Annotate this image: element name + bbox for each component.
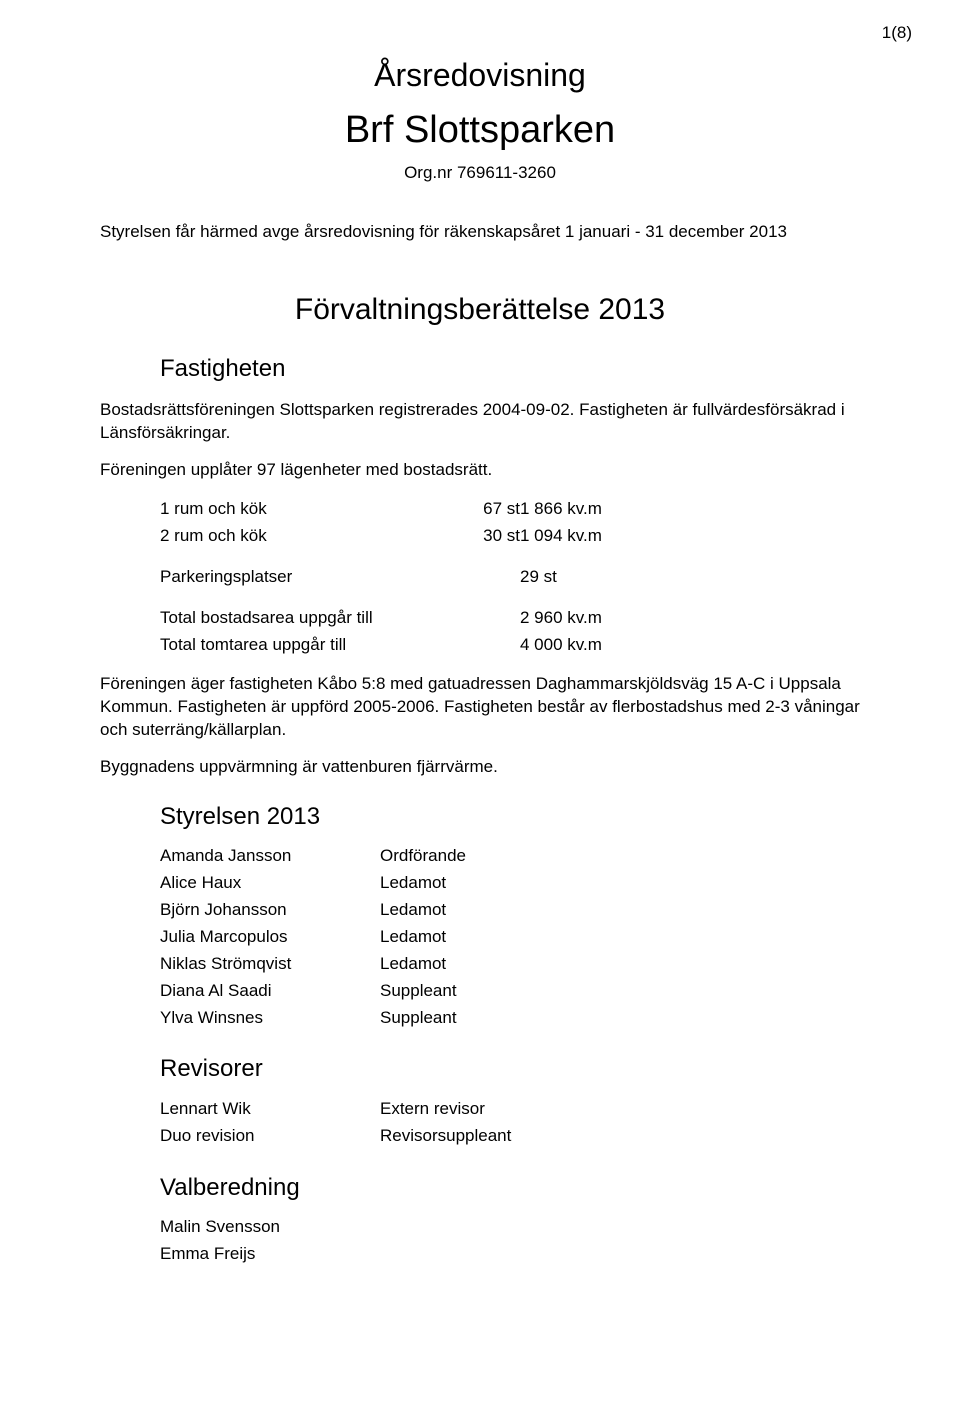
fastigheten-p4: Byggnadens uppvärmning är vattenburen fj… <box>100 756 860 779</box>
member-name: Niklas Strömqvist <box>160 951 380 978</box>
table-valberedning: Malin Svensson Emma Freijs <box>160 1214 600 1268</box>
table-revisorer: Lennart Wik Extern revisor Duo revision … <box>160 1096 600 1150</box>
member-role <box>380 1241 600 1268</box>
total-val: 2 960 kv.m <box>520 605 640 632</box>
member-name: Julia Marcopulos <box>160 924 380 951</box>
org-number: Org.nr 769611-3260 <box>100 162 860 185</box>
table-row: Total bostadsarea uppgår till 2 960 kv.m <box>160 605 640 632</box>
member-role: Suppleant <box>380 978 600 1005</box>
table-styrelsen: Amanda Jansson Ordförande Alice Haux Led… <box>160 843 600 1032</box>
room-qty: 67 st <box>440 496 520 523</box>
table-apartment-summary: 1 rum och kök 67 st 1 866 kv.m 2 rum och… <box>160 496 640 659</box>
member-role: Ledamot <box>380 870 600 897</box>
table-row: Total tomtarea uppgår till 4 000 kv.m <box>160 632 640 659</box>
total-val: 4 000 kv.m <box>520 632 640 659</box>
room-label: 2 rum och kök <box>160 523 440 550</box>
total-label: Total bostadsarea uppgår till <box>160 605 440 632</box>
table-row: Ylva Winsnes Suppleant <box>160 1005 600 1032</box>
member-name: Malin Svensson <box>160 1214 380 1241</box>
title-line2: Brf Slottsparken <box>100 105 860 156</box>
table-row: Niklas Strömqvist Ledamot <box>160 951 600 978</box>
member-role: Revisorsuppleant <box>380 1123 600 1150</box>
title-block: Årsredovisning Brf Slottsparken Org.nr 7… <box>100 54 860 185</box>
member-role <box>380 1214 600 1241</box>
table-row: 1 rum och kök 67 st 1 866 kv.m <box>160 496 640 523</box>
heading-forvaltningsberattelse: Förvaltningsberättelse 2013 <box>100 290 860 331</box>
table-row: Malin Svensson <box>160 1214 600 1241</box>
intro-paragraph: Styrelsen får härmed avge årsredovisning… <box>100 221 860 244</box>
room-label: 1 rum och kök <box>160 496 440 523</box>
member-role: Extern revisor <box>380 1096 600 1123</box>
page-number: 1(8) <box>882 22 912 45</box>
fastigheten-p1: Bostadsrättsföreningen Slottsparken regi… <box>100 399 860 445</box>
member-role: Ledamot <box>380 924 600 951</box>
table-row: Amanda Jansson Ordförande <box>160 843 600 870</box>
table-row: Duo revision Revisorsuppleant <box>160 1123 600 1150</box>
member-name: Björn Johansson <box>160 897 380 924</box>
table-row: Diana Al Saadi Suppleant <box>160 978 600 1005</box>
fastigheten-p3: Föreningen äger fastigheten Kåbo 5:8 med… <box>100 673 860 742</box>
table-row: Julia Marcopulos Ledamot <box>160 924 600 951</box>
table-row: 2 rum och kök 30 st 1 094 kv.m <box>160 523 640 550</box>
table-row: Lennart Wik Extern revisor <box>160 1096 600 1123</box>
parking-label: Parkeringsplatser <box>160 564 440 591</box>
heading-fastigheten: Fastigheten <box>160 353 860 385</box>
title-line1: Årsredovisning <box>100 54 860 97</box>
heading-styrelsen: Styrelsen 2013 <box>160 801 860 833</box>
room-area: 1 866 kv.m <box>520 496 640 523</box>
member-role: Ledamot <box>380 951 600 978</box>
table-row: Björn Johansson Ledamot <box>160 897 600 924</box>
member-role: Ordförande <box>380 843 600 870</box>
member-name: Diana Al Saadi <box>160 978 380 1005</box>
table-row: Parkeringsplatser 29 st <box>160 564 640 591</box>
table-row: Emma Freijs <box>160 1241 600 1268</box>
member-name: Emma Freijs <box>160 1241 380 1268</box>
heading-valberedning: Valberedning <box>160 1172 860 1204</box>
member-role: Ledamot <box>380 897 600 924</box>
member-name: Amanda Jansson <box>160 843 380 870</box>
member-role: Suppleant <box>380 1005 600 1032</box>
room-area: 1 094 kv.m <box>520 523 640 550</box>
member-name: Lennart Wik <box>160 1096 380 1123</box>
heading-revisorer: Revisorer <box>160 1053 860 1085</box>
table-row: Alice Haux Ledamot <box>160 870 600 897</box>
member-name: Ylva Winsnes <box>160 1005 380 1032</box>
room-qty: 30 st <box>440 523 520 550</box>
total-label: Total tomtarea uppgår till <box>160 632 440 659</box>
page: 1(8) Årsredovisning Brf Slottsparken Org… <box>0 0 960 1417</box>
fastigheten-p2: Föreningen upplåter 97 lägenheter med bo… <box>100 459 860 482</box>
parking-qty: 29 st <box>520 564 640 591</box>
member-name: Alice Haux <box>160 870 380 897</box>
member-name: Duo revision <box>160 1123 380 1150</box>
